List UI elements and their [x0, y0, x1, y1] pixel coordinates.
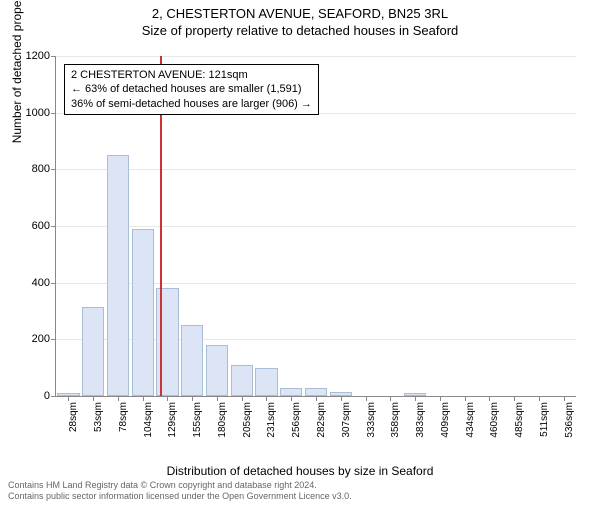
x-tick-label: 129sqm — [167, 402, 178, 442]
y-tick-mark — [51, 56, 56, 57]
annotation-line1: 2 CHESTERTON AVENUE: 121sqm — [71, 68, 312, 82]
footer-line2: Contains public sector information licen… — [8, 491, 352, 502]
x-tick-label: 409sqm — [440, 402, 451, 442]
x-tick-mark — [143, 396, 144, 401]
x-tick-label: 104sqm — [143, 402, 154, 442]
x-tick-mark — [366, 396, 367, 401]
x-tick-label: 358sqm — [390, 402, 401, 442]
x-tick-mark — [68, 396, 69, 401]
y-tick-label: 1000 — [26, 107, 50, 119]
x-tick-label: 28sqm — [68, 402, 79, 442]
page-title: 2, CHESTERTON AVENUE, SEAFORD, BN25 3RL — [0, 6, 600, 21]
x-tick-label: 205sqm — [242, 402, 253, 442]
x-tick-mark — [415, 396, 416, 401]
x-tick-label: 155sqm — [192, 402, 203, 442]
x-tick-label: 180sqm — [217, 402, 228, 442]
x-tick-mark — [118, 396, 119, 401]
x-axis-label: Distribution of detached houses by size … — [0, 464, 600, 478]
x-tick-label: 282sqm — [316, 402, 327, 442]
y-tick-mark — [51, 339, 56, 340]
x-tick-mark — [93, 396, 94, 401]
y-tick-label: 0 — [44, 390, 50, 402]
histogram-bar — [132, 229, 154, 396]
x-tick-label: 485sqm — [514, 402, 525, 442]
histogram-bar — [255, 368, 277, 396]
x-tick-mark — [390, 396, 391, 401]
annotation-line2: ← 63% of detached houses are smaller (1,… — [71, 82, 312, 96]
x-tick-mark — [564, 396, 565, 401]
histogram-bar — [206, 345, 228, 396]
x-tick-mark — [291, 396, 292, 401]
y-tick-label: 800 — [32, 163, 50, 175]
x-tick-label: 53sqm — [93, 402, 104, 442]
x-tick-label: 256sqm — [291, 402, 302, 442]
chart-area: 02004006008001000120028sqm53sqm78sqm104s… — [55, 56, 576, 397]
x-tick-label: 78sqm — [118, 402, 129, 442]
x-tick-mark — [514, 396, 515, 401]
footer-text: Contains HM Land Registry data © Crown c… — [8, 480, 352, 502]
y-tick-mark — [51, 113, 56, 114]
x-tick-mark — [192, 396, 193, 401]
y-tick-mark — [51, 169, 56, 170]
histogram-bar — [181, 325, 203, 396]
annotation-box: 2 CHESTERTON AVENUE: 121sqm← 63% of deta… — [64, 64, 319, 115]
gridline — [56, 226, 576, 227]
y-tick-label: 600 — [32, 220, 50, 232]
y-tick-mark — [51, 283, 56, 284]
x-tick-mark — [341, 396, 342, 401]
chart-container: 2, CHESTERTON AVENUE, SEAFORD, BN25 3RL … — [0, 6, 600, 506]
x-tick-label: 231sqm — [266, 402, 277, 442]
gridline — [56, 56, 576, 57]
y-tick-mark — [51, 226, 56, 227]
y-axis-label: Number of detached properties — [10, 0, 24, 143]
x-tick-label: 536sqm — [564, 402, 575, 442]
histogram-bar — [305, 388, 327, 397]
y-tick-label: 400 — [32, 277, 50, 289]
x-tick-mark — [440, 396, 441, 401]
x-tick-label: 434sqm — [465, 402, 476, 442]
x-tick-mark — [266, 396, 267, 401]
x-tick-mark — [489, 396, 490, 401]
x-tick-mark — [167, 396, 168, 401]
x-tick-mark — [316, 396, 317, 401]
x-tick-mark — [217, 396, 218, 401]
x-tick-mark — [242, 396, 243, 401]
histogram-bar — [107, 155, 129, 396]
y-tick-label: 200 — [32, 333, 50, 345]
x-tick-label: 307sqm — [341, 402, 352, 442]
x-tick-mark — [465, 396, 466, 401]
y-tick-label: 1200 — [26, 50, 50, 62]
x-tick-mark — [539, 396, 540, 401]
annotation-line3: 36% of semi-detached houses are larger (… — [71, 97, 312, 111]
x-tick-label: 383sqm — [415, 402, 426, 442]
y-tick-mark — [51, 396, 56, 397]
footer-line1: Contains HM Land Registry data © Crown c… — [8, 480, 352, 491]
page-subtitle: Size of property relative to detached ho… — [0, 23, 600, 38]
histogram-bar — [280, 388, 302, 397]
x-tick-label: 511sqm — [539, 402, 550, 442]
histogram-bar — [82, 307, 104, 396]
histogram-bar — [231, 365, 253, 396]
x-tick-label: 333sqm — [366, 402, 377, 442]
gridline — [56, 169, 576, 170]
x-tick-label: 460sqm — [489, 402, 500, 442]
